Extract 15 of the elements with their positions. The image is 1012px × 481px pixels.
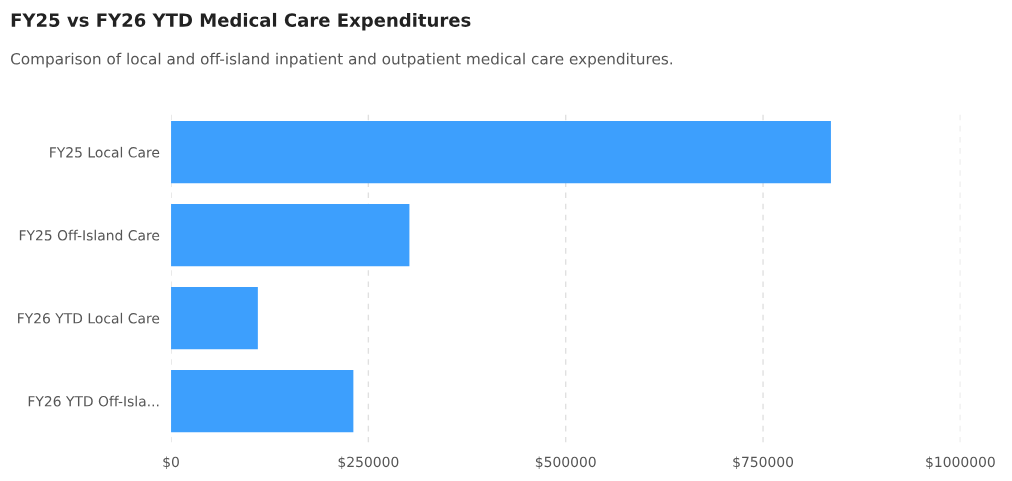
x-tick-label: $750000 xyxy=(733,456,794,469)
bar xyxy=(171,121,831,184)
y-tick-label: FY25 Off-Island Care xyxy=(19,229,160,241)
y-tick-label: FY26 YTD Off-Isla... xyxy=(28,395,159,407)
chart-subtitle: Comparison of local and off-island inpatient and outpatient medical care expenditures. xyxy=(10,52,673,68)
bar xyxy=(171,286,258,350)
y-tick-label: FY25 Local Care xyxy=(50,146,160,158)
y-tick-label: FY26 YTD Local Care xyxy=(18,312,160,324)
x-tick-label: $250000 xyxy=(338,456,399,469)
x-tick-label: $1000000 xyxy=(926,456,995,469)
x-tick-label: $500000 xyxy=(535,456,596,469)
x-tick-label: $0 xyxy=(163,456,179,469)
bar xyxy=(171,203,410,267)
chart-title: FY25 vs FY26 YTD Medical Care Expenditures xyxy=(11,12,471,31)
bar xyxy=(171,369,354,433)
